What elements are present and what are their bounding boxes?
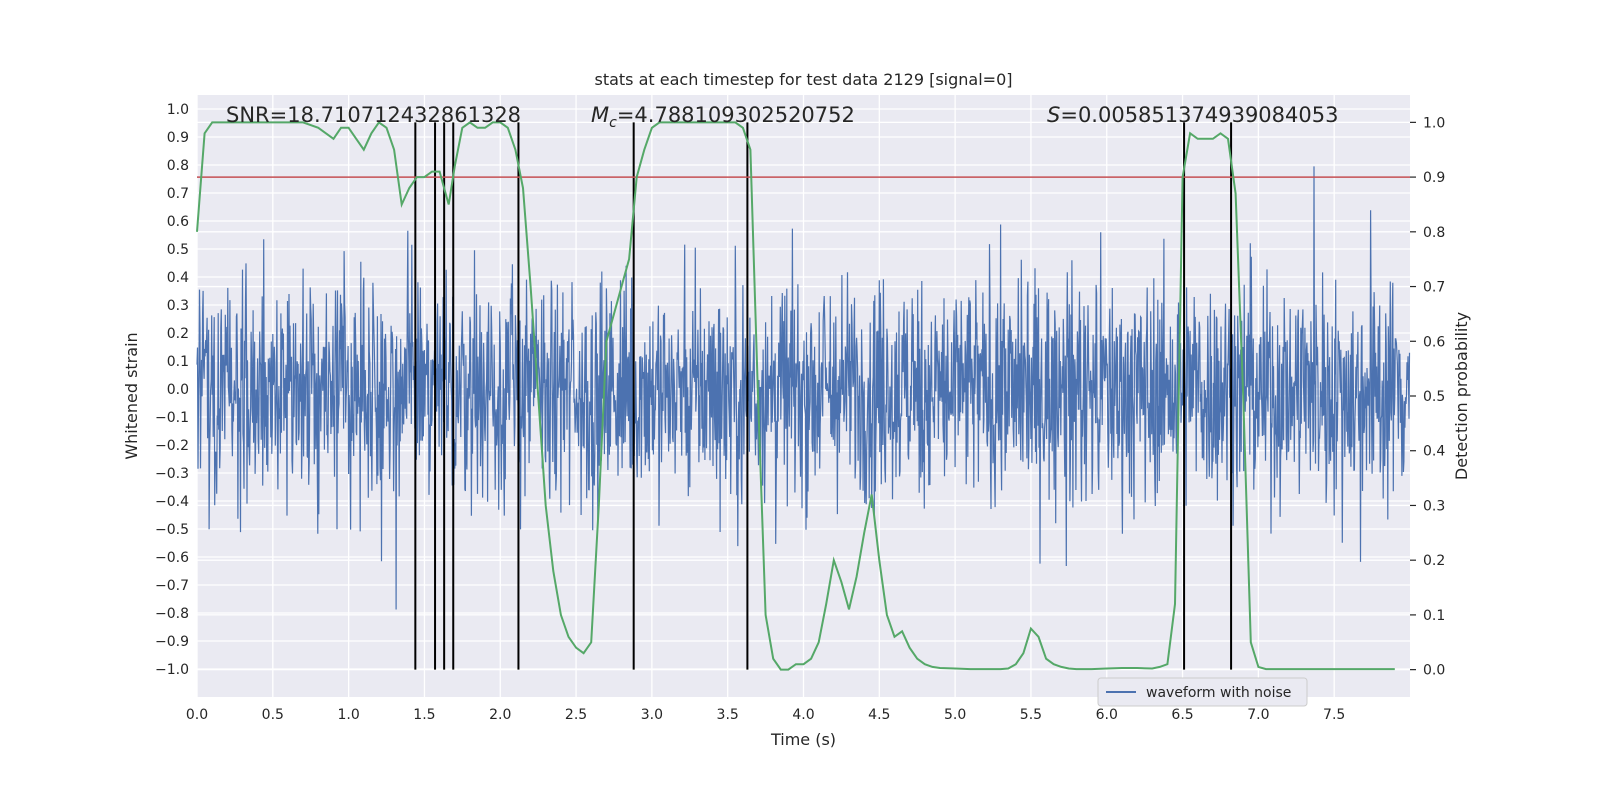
y-tick-label: −0.1 [155, 410, 189, 426]
y-tick-label: 1.0 [167, 102, 189, 118]
mc-symbol: M [591, 103, 609, 127]
y-tick-label: −0.4 [155, 494, 189, 510]
snr-annotation: SNR=18.710712432861328 [226, 103, 521, 127]
y-tick-label: 0.2 [167, 326, 189, 342]
legend-box [1097, 677, 1308, 707]
y-tick-label: −0.7 [155, 578, 189, 594]
x-tick-label: 3.0 [641, 707, 663, 723]
y-tick-label: 0.9 [167, 130, 189, 146]
x-tick-label: 0.5 [262, 707, 284, 723]
x-tick-label: 2.5 [565, 707, 587, 723]
y2-tick-label: 0.5 [1423, 389, 1445, 405]
y-tick-label: 0.3 [167, 298, 189, 314]
y2-axis-title: Detection probability [1452, 312, 1471, 480]
y-tick-label: 0.8 [167, 158, 189, 174]
y2-tick-label: 0.8 [1423, 225, 1445, 241]
y-tick-label: −0.3 [155, 466, 189, 482]
detection-probability-line [196, 120, 1395, 671]
s-value: =0.005851374939084053 [1060, 103, 1338, 127]
y-tick-label: −0.9 [155, 634, 189, 650]
y2-tick-label: 0.0 [1423, 663, 1445, 679]
s-annotation: S=0.005851374939084053 [1047, 103, 1338, 127]
y2-tick-label: 0.2 [1423, 553, 1445, 569]
x-tick-label: 0.0 [186, 707, 208, 723]
x-tick-label: 4.5 [868, 707, 890, 723]
x-tick-label: 4.0 [792, 707, 814, 723]
y-tick-label: 0.6 [167, 214, 189, 230]
y2-tick-label: 0.6 [1423, 334, 1445, 350]
legend: waveform with noise [1097, 677, 1308, 707]
legend-label: waveform with noise [1146, 685, 1291, 701]
x-tick-label: 1.0 [337, 707, 359, 723]
x-tick-label: 6.5 [1171, 707, 1193, 723]
vertical-markers [414, 122, 1233, 670]
s-symbol: S [1047, 103, 1060, 127]
x-tick-label: 7.5 [1323, 707, 1345, 723]
y2-tick-label: 1.0 [1423, 115, 1445, 131]
y-tick-label: −0.2 [155, 438, 189, 454]
x-tick-label: 5.5 [1020, 707, 1042, 723]
y-tick-label: 0.0 [167, 382, 189, 398]
y-axis-ticks: −1.0 −0.9 −0.8 −0.7 −0.6 −0.5 −0.4 −0.3 −0.2 −0.1… [155, 102, 189, 678]
plot-area [196, 120, 1411, 671]
y2-tick-label: 0.1 [1423, 608, 1445, 624]
y2-tick-label: 0.9 [1423, 170, 1445, 186]
y-tick-label: 0.1 [167, 354, 189, 370]
y-tick-label: −1.0 [155, 662, 189, 678]
y2-tick-label: 0.7 [1423, 280, 1445, 296]
x-tick-label: 7.0 [1247, 707, 1269, 723]
y-tick-label: 0.5 [167, 242, 189, 258]
mc-subscript: c [609, 115, 617, 131]
y2-axis-ticks: 0.0 0.1 0.2 0.3 0.4 0.5 0.6 0.7 0.8 0.9 1.0 [1410, 115, 1445, 679]
waveform-series [196, 166, 1411, 610]
x-tick-label: 1.5 [413, 707, 435, 723]
y2-tick-label: 0.4 [1423, 444, 1445, 460]
y-tick-label: 0.7 [167, 186, 189, 202]
y-tick-label: −0.5 [155, 522, 189, 538]
y2-tick-label: 0.3 [1423, 498, 1445, 514]
x-tick-label: 2.0 [489, 707, 511, 723]
x-tick-label: 6.0 [1096, 707, 1118, 723]
mc-value: =4.788109302520752 [617, 103, 855, 127]
y-tick-label: −0.6 [155, 550, 189, 566]
x-axis-title: Time (s) [770, 730, 836, 749]
x-tick-label: 3.5 [717, 707, 739, 723]
x-axis-ticks: 0.0 0.5 1.0 1.5 2.0 2.5 3.0 3.5 4.0 4.5 5.0 5.5 6.0 6… [186, 707, 1345, 723]
y-axis-title: Whitened strain [122, 332, 141, 459]
x-tick-label: 5.0 [944, 707, 966, 723]
mc-annotation: Mc=4.788109302520752 [591, 103, 855, 131]
y-tick-label: 0.4 [167, 270, 189, 286]
y-tick-label: −0.8 [155, 606, 189, 622]
chart-title: stats at each timestep for test data 212… [594, 70, 1012, 89]
